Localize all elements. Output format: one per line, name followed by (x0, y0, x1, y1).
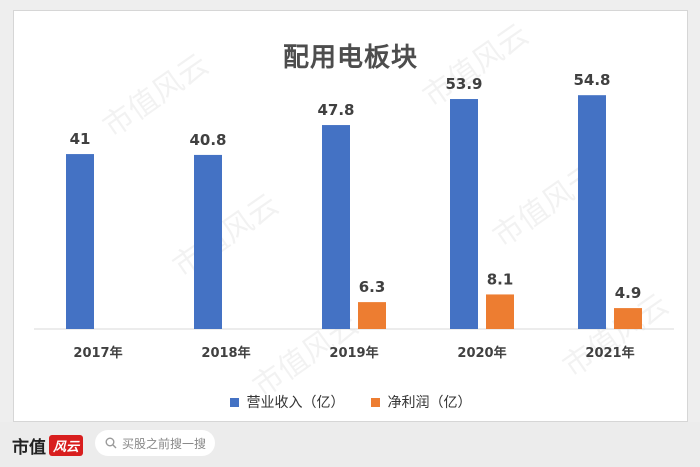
brand-logo[interactable]: 市值 风云 (12, 433, 84, 458)
revenue-data-label-4: 54.8 (573, 71, 610, 89)
revenue-bar-0 (66, 154, 94, 329)
search-text: 买股之前搜一搜 (122, 436, 207, 451)
x-tick-label-1: 2018年 (201, 345, 250, 361)
legend-item-profit: 净利润（亿） (370, 392, 472, 412)
search-button[interactable]: 买股之前搜一搜 (95, 430, 215, 456)
legend-item-revenue: 营业收入（亿） (229, 392, 345, 412)
legend-swatch-revenue (229, 397, 239, 407)
x-tick-label-3: 2020年 (457, 345, 506, 361)
legend-label-profit: 净利润（亿） (387, 395, 472, 411)
profit-bar-4 (614, 308, 642, 329)
chart-title: 配用电板块 (282, 43, 418, 73)
profit-data-label-4: 4.9 (615, 284, 642, 302)
legend-label-revenue: 营业收入（亿） (246, 395, 345, 411)
revenue-bar-3 (450, 99, 478, 329)
x-tick-label-4: 2021年 (585, 345, 634, 361)
legend-swatch-profit (370, 397, 380, 407)
revenue-data-label-0: 41 (70, 130, 91, 148)
profit-data-label-3: 8.1 (487, 270, 514, 288)
chart-card: 市值风云 市值风云 市值风云 市值风云 市值风云 市值风云 配用电板块 41 20… (13, 10, 688, 422)
revenue-data-label-1: 40.8 (189, 131, 226, 149)
x-tick-label-2: 2019年 (329, 345, 378, 361)
revenue-data-label-2: 47.8 (317, 101, 354, 119)
revenue-bar-1 (194, 154, 222, 329)
revenue-bar-2 (322, 125, 350, 329)
x-tick-label-0: 2017年 (73, 345, 122, 361)
profit-bar-2 (358, 302, 386, 329)
revenue-bar-4 (578, 95, 606, 329)
brand-text: 市值 (12, 438, 46, 458)
profit-bar-3 (486, 294, 514, 329)
profit-data-label-2: 6.3 (359, 278, 386, 296)
brand-badge: 风云 (49, 435, 84, 456)
legend: 营业收入（亿） 净利润（亿） (14, 392, 687, 412)
footer-bar: 市值 风云 买股之前搜一搜 (0, 422, 700, 467)
search-icon (105, 437, 117, 449)
bar-chart: 41 2017年 40.8 2018年 47.8 6.3 2019年 53.9 8.1 2020年… (34, 71, 674, 361)
revenue-data-label-3: 53.9 (445, 75, 482, 93)
